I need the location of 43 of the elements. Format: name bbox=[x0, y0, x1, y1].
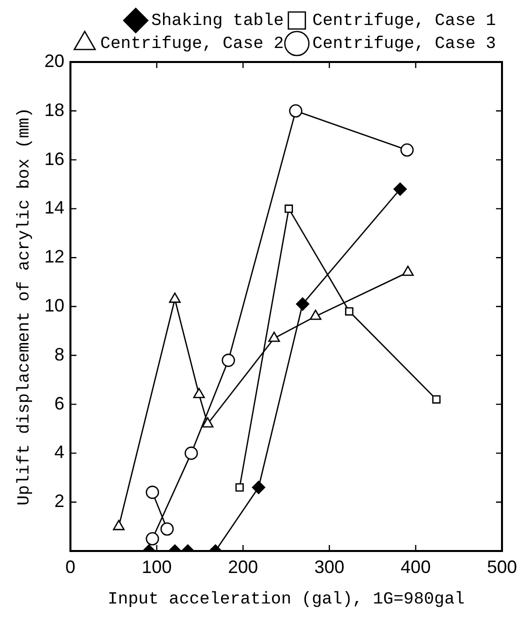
legend-label: Centrifuge, Case 3 bbox=[312, 35, 496, 54]
point bbox=[193, 388, 205, 398]
y-tick-label: 14 bbox=[44, 198, 64, 218]
point bbox=[169, 292, 181, 303]
x-tick-label: 400 bbox=[400, 556, 431, 577]
y-tick-label: 6 bbox=[54, 393, 64, 414]
point bbox=[202, 417, 214, 428]
point bbox=[289, 104, 302, 118]
x-tick-label: 100 bbox=[142, 556, 172, 577]
point bbox=[112, 520, 125, 530]
point bbox=[400, 143, 414, 157]
x-tick-label: 200 bbox=[228, 556, 258, 577]
y-tick-label: 8 bbox=[54, 344, 64, 364]
point bbox=[235, 483, 244, 492]
point bbox=[268, 332, 280, 342]
point bbox=[146, 532, 160, 546]
y-tick-label: 16 bbox=[44, 148, 64, 169]
x-tick-label: 300 bbox=[314, 556, 344, 577]
point bbox=[345, 307, 354, 316]
point bbox=[222, 354, 236, 367]
point bbox=[252, 480, 266, 494]
legend-label: Centrifuge, Case 2 bbox=[100, 35, 284, 54]
x-axis-title: Input acceleration (gal), 1G=980gal bbox=[108, 590, 465, 610]
y-tick-label: 2 bbox=[54, 491, 64, 512]
y-tick-label: 10 bbox=[44, 295, 64, 316]
y-tick-label: 20 bbox=[44, 50, 64, 71]
legend-label: Shaking table bbox=[151, 12, 284, 31]
x-tick-label: 0 bbox=[65, 556, 76, 577]
point bbox=[184, 446, 198, 460]
point bbox=[394, 182, 407, 196]
point bbox=[146, 486, 160, 499]
legend-label: Centrifuge, Case 1 bbox=[312, 12, 496, 31]
y-axis-title: Uplift displacement of acrylic box (mm) bbox=[16, 108, 35, 506]
y-tick-label: 4 bbox=[54, 442, 64, 462]
point bbox=[402, 266, 414, 276]
point bbox=[160, 522, 174, 536]
point bbox=[310, 310, 322, 320]
point bbox=[296, 297, 310, 311]
x-tick-label: 500 bbox=[486, 556, 518, 577]
y-tick-label: 12 bbox=[44, 246, 64, 267]
y-tick-label: 18 bbox=[44, 100, 64, 120]
point bbox=[432, 395, 441, 404]
point bbox=[284, 204, 293, 213]
